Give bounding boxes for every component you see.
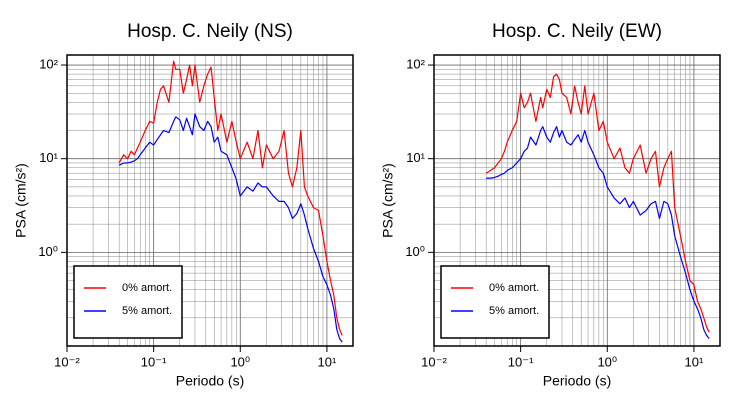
legend-label: 0% amort. [122, 282, 172, 294]
x-axis-label: Periodo (s) [176, 373, 244, 389]
x-axis-label: Periodo (s) [543, 373, 611, 389]
x-tick-label: 10⁻² [421, 354, 447, 369]
x-tick-label: 10⁻¹ [508, 354, 534, 369]
subplot: 10⁻² 10⁻¹ 10⁰ 10¹ 10⁰ 10¹ 10² Hosp. C. Neily (N… [13, 21, 354, 389]
legend-label: 5% amort. [122, 305, 172, 317]
series-line [118, 60, 343, 336]
x-tick-label: 10¹ [318, 354, 337, 369]
chart-title: Hosp. C. Neily (EW) [492, 21, 662, 42]
x-tick-label: 10⁻¹ [141, 354, 167, 369]
plot-frame [433, 54, 721, 347]
y-tick-label: 10¹ [406, 150, 425, 165]
y-tick-label: 10⁰ [405, 244, 425, 259]
y-tick-label: 10² [406, 56, 425, 71]
y-tick-label: 10² [39, 56, 58, 71]
legend-label: 5% amort. [489, 305, 539, 317]
x-tick-label: 10⁰ [597, 354, 617, 369]
x-tick-label: 10⁻² [54, 354, 80, 369]
x-tick-label: 10⁰ [230, 354, 250, 369]
x-tick-label: 10¹ [685, 354, 704, 369]
legend-box [440, 265, 550, 339]
series-line [486, 126, 710, 339]
series-line [118, 113, 343, 343]
legend-label: 0% amort. [489, 282, 539, 294]
legend-box [73, 265, 183, 339]
y-tick-label: 10⁰ [38, 244, 58, 259]
subplot: 10⁻² 10⁻¹ 10⁰ 10¹ 10⁰ 10¹ 10² Hosp. C. Neily (E… [380, 21, 721, 389]
y-tick-label: 10¹ [39, 150, 58, 165]
chart-title: Hosp. C. Neily (NS) [127, 21, 293, 42]
y-axis-label: PSA (cm/s²) [380, 163, 396, 238]
plot-frame [66, 54, 354, 347]
y-axis-label: PSA (cm/s²) [13, 163, 29, 238]
series-line [485, 73, 710, 333]
